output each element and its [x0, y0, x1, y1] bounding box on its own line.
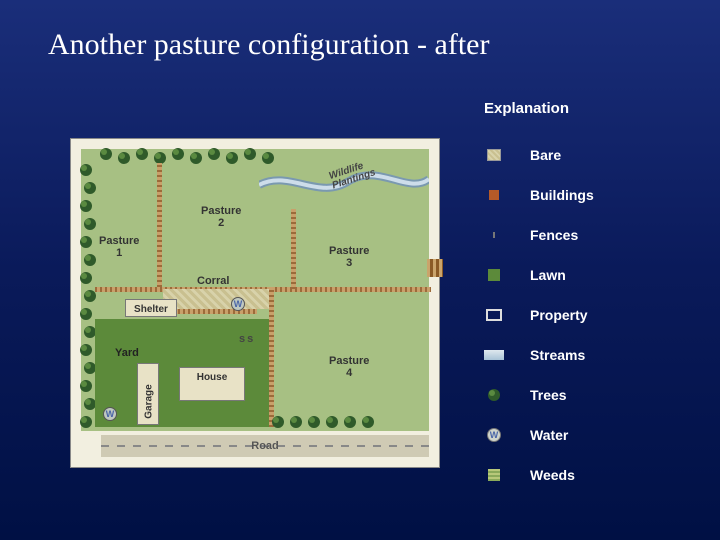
legend-label-fences: Fences	[530, 227, 578, 243]
water-corral: W	[231, 297, 245, 311]
legend-row-streams: Streams	[484, 335, 694, 375]
legend-row-trees: Trees	[484, 375, 694, 415]
legend-row-weeds: Weeds	[484, 455, 694, 495]
slide-title: Another pasture configuration - after	[48, 28, 490, 62]
legend-swatch-fences	[484, 228, 504, 242]
tree-icon	[83, 217, 97, 231]
tree-icon	[83, 181, 97, 195]
legend-swatch-water: W	[484, 428, 504, 442]
legend-row-water: W Water	[484, 415, 694, 455]
label-house: House	[180, 368, 244, 383]
tree-icon	[135, 147, 149, 161]
legend-swatch-lawn	[484, 268, 504, 282]
tree-icon	[79, 163, 93, 177]
tree-icon	[307, 415, 321, 429]
legend-row-lawn: Lawn	[484, 255, 694, 295]
label-yard: Yard	[115, 347, 139, 359]
legend-label-trees: Trees	[530, 387, 567, 403]
legend-label-buildings: Buildings	[530, 187, 594, 203]
tree-icon	[225, 151, 239, 165]
label-pasture1: Pasture1	[99, 235, 139, 259]
label-ss: ss	[239, 333, 255, 345]
legend-row-fences: Fences	[484, 215, 694, 255]
tree-icon	[79, 271, 93, 285]
tree-icon	[79, 379, 93, 393]
label-shelter: Shelter	[126, 300, 176, 315]
tree-icon	[79, 235, 93, 249]
shelter-building: Shelter	[125, 299, 177, 317]
fence-yard-p4	[269, 287, 274, 427]
fence-p1-p2	[157, 163, 162, 287]
legend-row-bare: Bare	[484, 135, 694, 175]
tree-icon	[325, 415, 339, 429]
label-corral: Corral	[197, 275, 229, 287]
road: Road	[101, 435, 429, 457]
legend-swatch-trees	[484, 388, 504, 402]
legend-label-weeds: Weeds	[530, 467, 575, 483]
label-garage: Garage	[140, 384, 155, 418]
pasture-diagram: WildlifePlantings Shelter W Corral Yard …	[70, 138, 440, 468]
legend-row-buildings: Buildings	[484, 175, 694, 215]
legend-label-streams: Streams	[530, 347, 585, 363]
tree-icon	[243, 147, 257, 161]
legend-label-lawn: Lawn	[530, 267, 566, 283]
tree-icon	[289, 415, 303, 429]
legend-heading: Explanation	[484, 100, 694, 117]
tree-icon	[79, 199, 93, 213]
legend-label-water: Water	[530, 427, 568, 443]
label-pasture4: Pasture4	[329, 355, 369, 379]
tree-icon	[271, 415, 285, 429]
tree-icon	[261, 151, 275, 165]
fence-corral-bottom	[163, 309, 257, 314]
tree-icon	[171, 147, 185, 161]
tree-icon	[207, 147, 221, 161]
corral-area	[163, 289, 269, 309]
legend-row-property: Property	[484, 295, 694, 335]
tree-icon	[361, 415, 375, 429]
plot-area: WildlifePlantings Shelter W Corral Yard …	[81, 149, 429, 431]
legend-swatch-streams	[484, 348, 504, 362]
legend-swatch-property	[484, 308, 504, 322]
house-building: House	[179, 367, 245, 401]
tree-icon	[83, 253, 97, 267]
label-pasture2: Pasture2	[201, 205, 241, 229]
label-road: Road	[251, 440, 279, 452]
tree-icon	[189, 151, 203, 165]
tree-icon	[79, 415, 93, 429]
garage-building: Garage	[137, 363, 159, 425]
legend-swatch-buildings	[484, 188, 504, 202]
tree-icon	[79, 343, 93, 357]
legend-label-property: Property	[530, 307, 588, 323]
legend: Explanation Bare Buildings Fences Lawn Prope…	[484, 100, 694, 495]
legend-label-bare: Bare	[530, 147, 561, 163]
tree-icon	[343, 415, 357, 429]
gate-right	[427, 259, 443, 277]
tree-icon	[99, 147, 113, 161]
legend-swatch-weeds	[484, 468, 504, 482]
tree-icon	[117, 151, 131, 165]
tree-icon	[79, 307, 93, 321]
water-yard: W	[103, 407, 117, 421]
fence-p2-p3	[291, 209, 296, 289]
label-pasture3: Pasture3	[329, 245, 369, 269]
legend-swatch-bare	[484, 148, 504, 162]
